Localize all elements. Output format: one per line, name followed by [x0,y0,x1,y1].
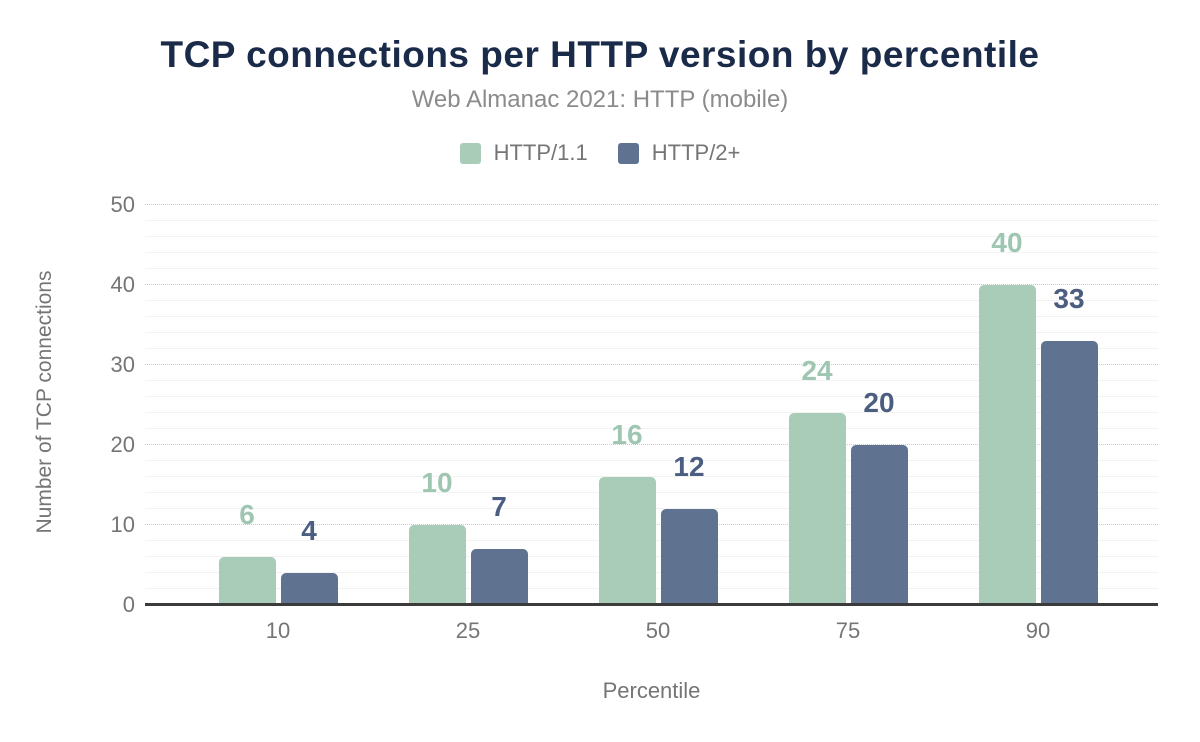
grid-line-minor [145,316,1158,317]
bar-http2[interactable] [1040,341,1098,605]
bar-column: 4 [280,515,338,605]
bar-column: 20 [850,387,908,605]
bar-http2[interactable] [470,549,528,605]
legend-label-http11: HTTP/1.1 [493,140,588,165]
grid-line-minor [145,220,1158,221]
y-axis-title: Number of TCP connections [33,270,56,534]
bar-group: 40 33 [943,205,1133,605]
grid-line-minor [145,380,1158,381]
y-tick-label: 10 [110,512,135,537]
legend-label-http2: HTTP/2+ [651,140,741,165]
y-tick-label: 20 [110,432,135,457]
chart-title: TCP connections per HTTP version by perc… [160,34,1040,75]
bar-column: 33 [1040,283,1098,605]
grid-line-minor [145,348,1158,349]
grid-line-minor [145,252,1158,253]
bar-http11[interactable] [408,525,466,605]
y-tick-label: 50 [110,192,135,217]
grid-line-minor [145,460,1158,461]
x-tick-label: 75 [835,618,861,643]
grid-line-minor [145,332,1158,333]
bar-value-label: 33 [1053,283,1085,314]
grid-line-minor [145,396,1158,397]
y-tick-label: 30 [110,352,135,377]
grid-line-major [145,364,1158,365]
x-tick-label: 90 [1025,618,1051,643]
bar-column: 16 [598,419,656,605]
bar-http11[interactable] [978,285,1036,605]
y-tick-label: 40 [110,272,135,297]
grid-line-major [145,284,1158,285]
x-tick-label: 25 [455,618,481,643]
x-tick-label: 50 [645,618,671,643]
bar-value-label: 6 [239,499,255,530]
bar-http11[interactable] [788,413,846,605]
legend-swatch-http2 [617,142,639,164]
grid-line-minor [145,268,1158,269]
bar-value-label: 12 [673,451,705,482]
grid-line-minor [145,236,1158,237]
bar-column: 6 [218,499,276,605]
legend-item-http2: HTTP/2+ [617,140,741,166]
grid-line-major [145,444,1158,445]
bar-value-label: 40 [991,227,1023,258]
grid-line-minor [145,428,1158,429]
bar-http11[interactable] [598,477,656,605]
bar-bands: 6 4 10 7 16 12 24 20 40 33 [183,205,1133,605]
chart-legend: HTTP/1.1 HTTP/2+ [0,140,1200,166]
plot-area: 6 4 10 7 16 12 24 20 40 33 [145,204,1158,606]
bar-value-label: 7 [491,491,507,522]
bar-value-label: 16 [611,419,643,450]
grid-line-major [145,204,1158,205]
bar-value-label: 10 [421,467,453,498]
legend-item-http11: HTTP/1.1 [459,140,588,166]
bar-value-label: 24 [801,355,833,386]
grid-line-minor [145,476,1158,477]
x-axis-line [145,603,1158,606]
bar-http2[interactable] [850,445,908,605]
grid-line-minor [145,300,1158,301]
bar-column: 40 [978,227,1036,605]
x-tick-label: 10 [265,618,291,643]
bar-column: 7 [470,491,528,605]
bar-http11[interactable] [218,557,276,605]
grid-line-minor [145,412,1158,413]
bar-column: 24 [788,355,846,605]
x-axis-title: Percentile [602,678,701,703]
bar-value-label: 4 [301,515,317,546]
bar-group: 24 20 [753,205,943,605]
bar-group: 10 7 [373,205,563,605]
bar-http2[interactable] [280,573,338,605]
bar-group: 16 12 [563,205,753,605]
y-tick-label: 0 [122,592,135,617]
bar-column: 12 [660,451,718,605]
bar-http2[interactable] [660,509,718,605]
bar-column: 10 [408,467,466,605]
legend-swatch-http11 [459,142,481,164]
bar-value-label: 20 [863,387,895,418]
x-axis-ticks: 10 25 50 75 90 [183,618,1133,644]
chart-subtitle: Web Almanac 2021: HTTP (mobile) [411,86,789,113]
